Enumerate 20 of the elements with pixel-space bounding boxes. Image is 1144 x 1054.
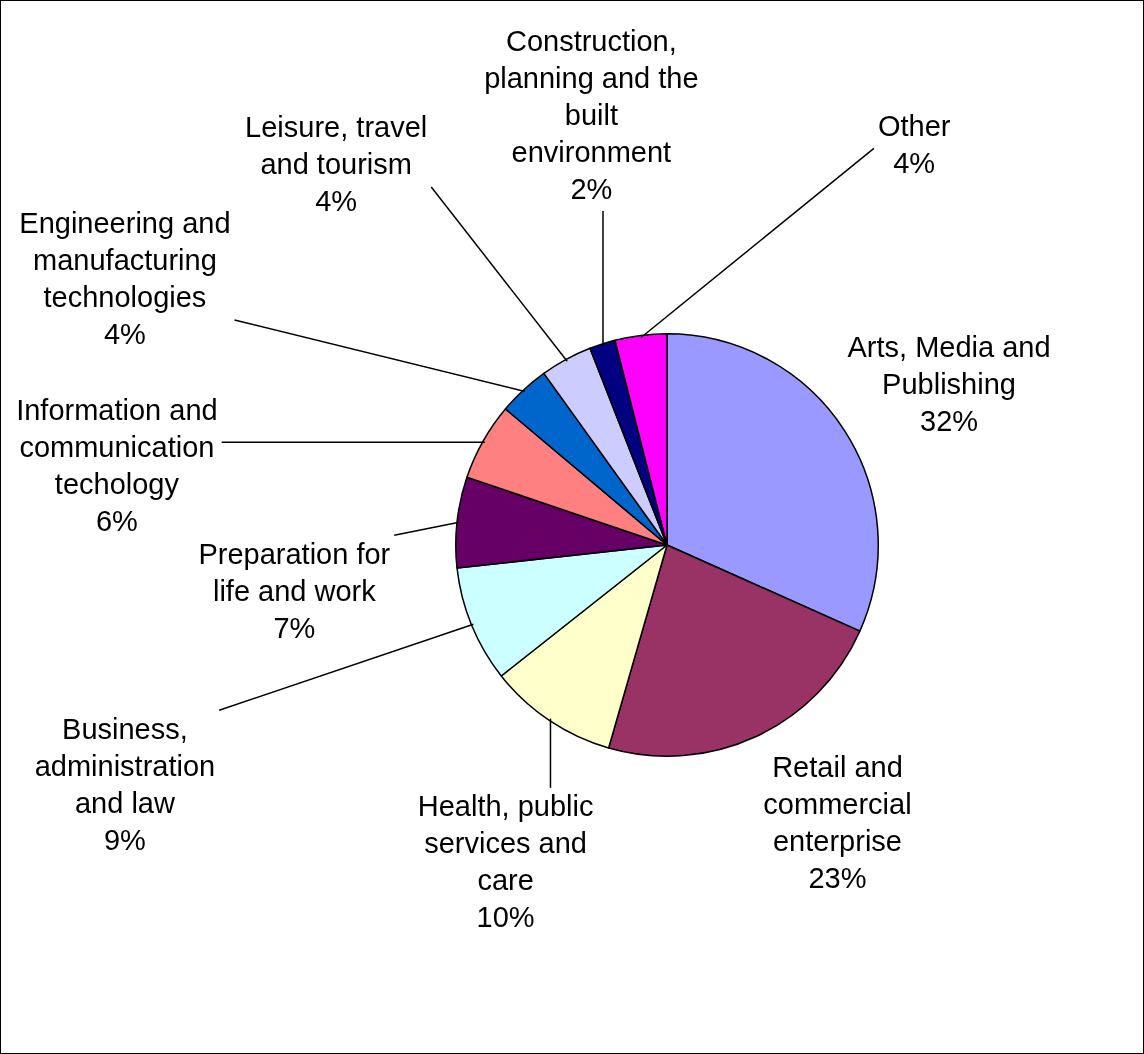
data-label: 32% [920,404,979,437]
data-label: 9% [103,823,146,856]
slice-label: Construction, planning and the built environment [484,24,699,168]
data-label: 2% [570,172,613,205]
slice-label: Retail and commercial enterprise [763,750,912,857]
data-label: 4% [103,318,146,351]
data-label: 6% [95,504,138,537]
data-label: 4% [315,185,358,218]
data-label: 23% [808,861,867,894]
data-label: 7% [273,611,316,644]
slice-label: Other [877,109,951,142]
slice-label: Arts, Media and Publishing [847,330,1051,400]
data-label: 4% [893,146,936,179]
slice-label: Leisure, travel and tourism [245,111,428,181]
slice-label: Health, public services and care [417,790,594,897]
slice-label: Business, administration and law [34,712,216,819]
slice-label: Preparation for life and work [198,537,391,607]
slice-label: Engineering and manufacturing technologies [19,207,231,314]
slice-label: Information and communication techology [16,393,218,500]
data-label: 10% [476,901,535,934]
